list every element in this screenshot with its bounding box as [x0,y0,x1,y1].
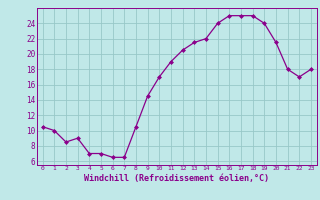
X-axis label: Windchill (Refroidissement éolien,°C): Windchill (Refroidissement éolien,°C) [84,174,269,183]
